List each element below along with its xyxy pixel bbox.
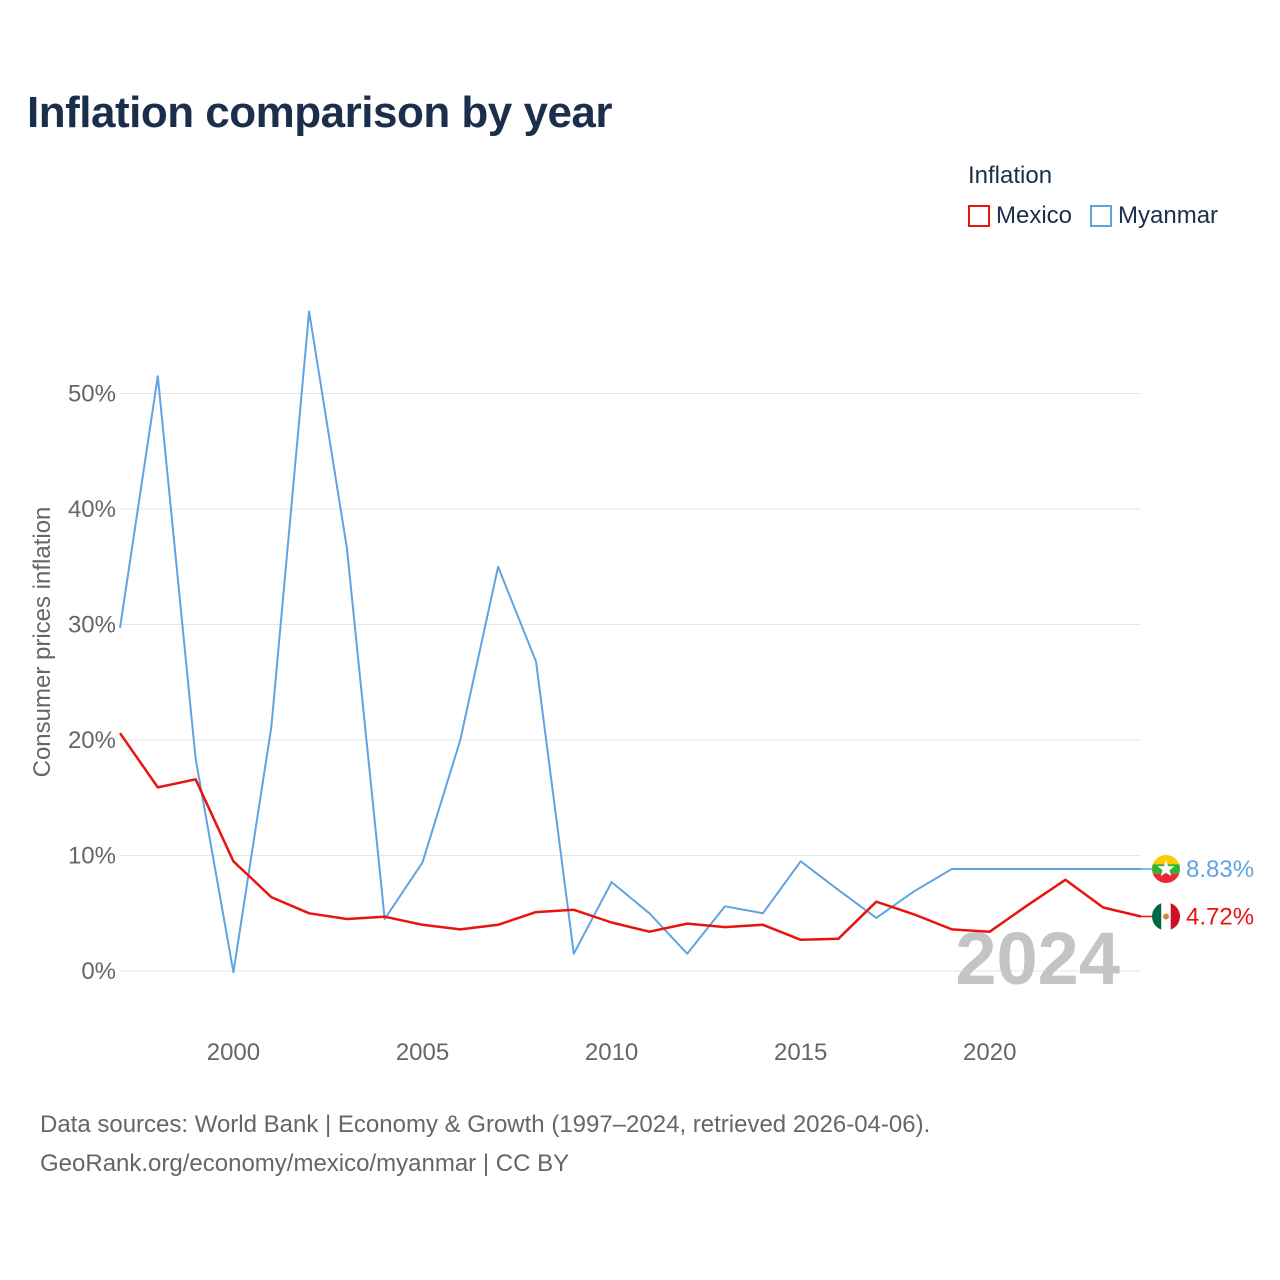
- series-line-mexico[interactable]: [118, 732, 1142, 942]
- footer-link[interactable]: GeoRank.org/economy/mexico/myanmar | CC …: [40, 1150, 570, 1177]
- x-tick-label: 2015: [774, 1039, 827, 1066]
- legend-swatch-myanmar: [1090, 205, 1113, 227]
- footer: Data sources: World Bank | Economy & Gro…: [40, 1105, 930, 1183]
- x-tick-label: 2010: [585, 1039, 638, 1066]
- mexico-flag-icon: [1152, 902, 1180, 931]
- y-tick-label: 20%: [68, 727, 116, 754]
- y-tick-label: 40%: [68, 496, 116, 523]
- end-value-label-mexico: 4.72%: [1186, 903, 1254, 930]
- y-tick-label: 30%: [68, 612, 116, 639]
- legend-item-myanmar[interactable]: Myanmar: [1090, 202, 1218, 230]
- legend: Inflation Mexico Myanmar: [968, 162, 1218, 230]
- y-tick-label: 0%: [81, 958, 116, 985]
- x-tick-label: 2000: [207, 1039, 260, 1066]
- x-tick-label: 2020: [963, 1039, 1016, 1066]
- chart-title: Inflation comparison by year: [27, 88, 613, 137]
- legend-item-mexico[interactable]: Mexico: [968, 202, 1072, 230]
- x-tick-label: 2005: [396, 1039, 449, 1066]
- end-value-label-myanmar: 8.83%: [1186, 856, 1254, 883]
- legend-label-myanmar: Myanmar: [1118, 202, 1219, 229]
- y-tick-label: 10%: [68, 843, 116, 870]
- legend-title: Inflation: [968, 162, 1053, 189]
- myanmar-flag-icon: [1152, 855, 1180, 884]
- legend-swatch-mexico: [968, 205, 990, 227]
- year-watermark: 2024: [955, 917, 1120, 1000]
- footer-sources: Data sources: World Bank | Economy & Gro…: [40, 1111, 931, 1138]
- series-line-myanmar[interactable]: [119, 310, 1141, 974]
- y-axis-label: Consumer prices inflation: [29, 507, 56, 778]
- y-tick-label: 50%: [68, 381, 116, 408]
- legend-label-mexico: Mexico: [996, 202, 1073, 229]
